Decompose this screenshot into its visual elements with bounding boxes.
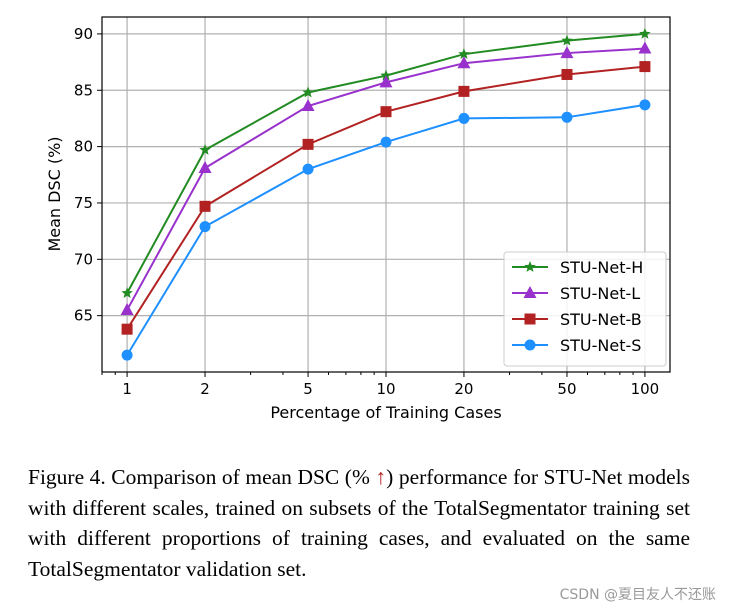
x-tick-label: 20 — [454, 380, 473, 398]
y-tick-label: 70 — [74, 250, 93, 268]
star-marker — [199, 144, 211, 155]
square-marker — [458, 85, 470, 97]
series-group — [120, 27, 652, 361]
axis-ticks: 1 2 5 10 20 50 100 65 70 75 80 85 90 — [74, 25, 659, 398]
square-marker — [199, 200, 211, 212]
x-tick-label: 2 — [200, 380, 210, 398]
legend-label: STU-Net-H — [560, 258, 643, 277]
circle-marker — [639, 99, 651, 111]
y-tick-label: 75 — [74, 194, 93, 212]
line-chart: 1 2 5 10 20 50 100 65 70 75 80 85 90 Percentage of T… — [45, 16, 671, 422]
y-tick-label: 85 — [74, 81, 93, 99]
caption-end: ) performance for STU-Net models with di… — [28, 465, 691, 581]
circle-marker — [121, 349, 133, 361]
triangle-marker — [523, 286, 537, 298]
legend-label: STU-Net-L — [560, 284, 640, 303]
series-stu-net-l — [120, 41, 652, 316]
legend-label: STU-Net-B — [560, 310, 642, 329]
triangle-marker — [560, 46, 574, 59]
x-tick-label: 1 — [122, 380, 132, 398]
triangle-marker — [638, 41, 652, 54]
square-marker — [561, 68, 573, 80]
triangle-marker — [379, 75, 393, 88]
x-tick-label: 100 — [631, 380, 660, 398]
up-arrow-icon: ↑ — [375, 465, 387, 489]
y-tick-label: 80 — [74, 138, 93, 156]
circle-marker — [380, 136, 392, 148]
circle-marker — [561, 111, 573, 123]
circle-marker — [458, 112, 470, 124]
plot-frame — [101, 16, 671, 373]
circle-marker — [302, 163, 314, 175]
caption-start: Figure 4. Comparison of mean DSC (% — [28, 465, 376, 489]
triangle-marker — [457, 56, 471, 69]
x-axis-label: Percentage of Training Cases — [270, 403, 501, 422]
x-tick-label: 5 — [303, 380, 313, 398]
star-marker — [121, 287, 133, 298]
y-axis-label: Mean DSC (%) — [45, 136, 64, 251]
square-marker — [380, 106, 392, 118]
square-marker — [302, 138, 314, 150]
legend-box — [503, 251, 667, 367]
square-marker — [524, 313, 536, 325]
y-tick-label: 90 — [74, 25, 93, 43]
triangle-marker — [301, 99, 315, 112]
triangle-marker — [120, 303, 134, 316]
star-marker — [458, 48, 470, 59]
star-marker — [302, 86, 314, 98]
series-stu-net-b — [121, 61, 651, 335]
watermark: CSDN @夏目友人不还账 — [559, 587, 716, 603]
triangle-marker — [198, 161, 212, 174]
star-marker — [380, 69, 392, 81]
y-tick-label: 65 — [74, 307, 93, 325]
circle-marker — [199, 221, 211, 233]
circle-marker — [524, 339, 536, 351]
square-marker — [121, 323, 133, 335]
x-tick-label: 50 — [557, 380, 576, 398]
figure-caption: Figure 4. Comparison of mean DSC (% ↑) p… — [28, 462, 690, 584]
x-tick-label: 10 — [376, 380, 395, 398]
legend-label: STU-Net-S — [560, 336, 641, 355]
legend: STU-Net-H STU-Net-L STU-Net-B STU-Net-S — [503, 251, 667, 367]
star-marker — [524, 261, 536, 272]
star-marker — [561, 34, 573, 46]
square-marker — [639, 61, 651, 73]
star-marker — [639, 27, 651, 39]
series-stu-net-s — [121, 99, 651, 361]
